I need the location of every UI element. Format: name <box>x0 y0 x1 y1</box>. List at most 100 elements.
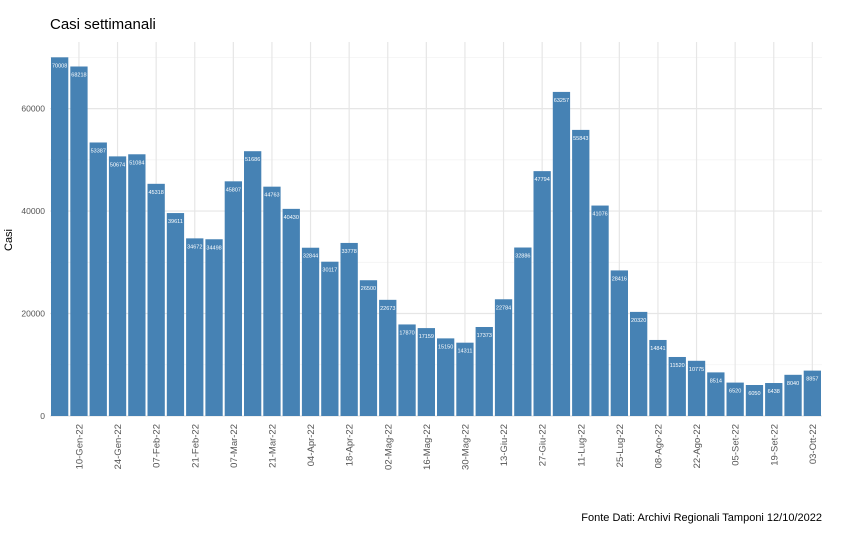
bar <box>263 186 281 416</box>
bar-data-label: 26500 <box>361 286 376 292</box>
bar-data-label: 32886 <box>515 254 530 260</box>
bar <box>726 382 744 416</box>
bar <box>572 129 590 416</box>
bar-data-label: 53387 <box>91 148 106 154</box>
y-axis-label: Casi <box>3 229 15 251</box>
bar <box>186 238 204 416</box>
x-tick-label: 19-Set-22 <box>769 424 780 466</box>
bar <box>630 311 648 416</box>
bar-data-label: 8040 <box>787 381 799 387</box>
x-tick-label: 07-Mar-22 <box>229 424 240 468</box>
x-tick-label: 10-Gen-22 <box>74 424 85 469</box>
bar-data-label: 10775 <box>689 367 704 373</box>
x-tick-label: 13-Giu-22 <box>499 424 510 466</box>
y-axis-ticks: 0 20000 40000 60000 <box>21 104 45 421</box>
bar <box>70 66 88 416</box>
bar <box>359 280 378 416</box>
bar-data-label: 47794 <box>535 177 550 183</box>
bar <box>514 247 532 416</box>
bar-data-label: 45318 <box>149 190 164 196</box>
bar <box>610 270 628 416</box>
bar-data-label: 39611 <box>168 219 183 225</box>
bar-data-label: 17870 <box>399 330 414 336</box>
bar-data-label: 28416 <box>612 276 627 282</box>
bar <box>128 154 146 416</box>
bar <box>301 247 320 416</box>
bar-data-label: 14841 <box>650 346 665 352</box>
bar-data-label: 32844 <box>303 254 318 260</box>
bar-data-label: 70008 <box>52 63 67 69</box>
bar-data-label: 22673 <box>380 306 395 312</box>
bar-data-label: 44763 <box>264 193 279 199</box>
bar <box>552 91 571 416</box>
x-tick-label: 30-Mag-22 <box>460 424 471 470</box>
bars: 70008 68218 53387 50674 51084 45318 39611 34672… <box>51 57 821 417</box>
bar <box>745 385 764 416</box>
bar <box>707 372 725 416</box>
bar-data-label: 41076 <box>592 212 607 218</box>
x-tick-label: 11-Lug-22 <box>576 424 587 467</box>
x-tick-label: 21-Feb-22 <box>190 424 201 468</box>
bar-data-label: 63257 <box>554 98 569 104</box>
bar <box>51 57 69 416</box>
x-tick-label: 22-Ago-22 <box>692 424 703 468</box>
x-tick-label: 27-Giu-22 <box>538 424 549 466</box>
bar <box>147 183 165 416</box>
bar <box>649 339 667 416</box>
bar-data-label: 8514 <box>710 378 722 384</box>
bar-data-label: 55843 <box>573 136 588 142</box>
bar <box>166 213 185 416</box>
bar <box>108 156 127 417</box>
chart-caption: Fonte Dati: Archivi Regionali Tamponi 12… <box>581 512 822 524</box>
bar-data-label: 6438 <box>768 389 780 395</box>
bar <box>784 374 802 416</box>
bar <box>244 151 262 416</box>
bar-data-label: 22784 <box>496 305 511 311</box>
bar <box>803 370 821 416</box>
bar-data-label: 45807 <box>226 187 241 193</box>
bar-data-label: 6050 <box>748 391 760 397</box>
bar <box>205 239 223 416</box>
bar <box>687 360 706 416</box>
bar <box>591 205 609 416</box>
y-tick-label: 60000 <box>21 104 45 114</box>
x-tick-label: 05-Set-22 <box>731 424 742 466</box>
bar <box>398 324 416 416</box>
y-tick-label: 0 <box>40 411 45 421</box>
x-tick-label: 02-Mag-22 <box>383 424 394 470</box>
bar-data-label: 33778 <box>342 249 357 255</box>
x-tick-label: 07-Feb-22 <box>152 424 163 468</box>
bar-data-label: 51084 <box>129 160 144 166</box>
bar-data-label: 8857 <box>806 377 818 383</box>
bar <box>417 328 435 416</box>
y-tick-label: 20000 <box>21 309 45 319</box>
bar <box>668 356 686 416</box>
bar <box>321 261 339 416</box>
bar-data-label: 17373 <box>477 333 492 339</box>
y-tick-label: 40000 <box>21 206 45 216</box>
bar-data-label: 17159 <box>419 334 434 340</box>
bar-data-label: 15150 <box>438 344 453 350</box>
x-tick-label: 18-Apr-22 <box>345 424 356 466</box>
bar-data-label: 34498 <box>206 245 221 251</box>
bar <box>340 242 358 416</box>
bar <box>379 299 397 416</box>
bar-data-label: 68218 <box>71 72 86 78</box>
bar-data-label: 34672 <box>187 244 202 250</box>
x-tick-label: 24-Gen-22 <box>113 424 124 469</box>
bar-data-label: 6520 <box>729 389 741 395</box>
bar <box>456 342 474 416</box>
bar <box>494 299 513 416</box>
x-axis-ticks: 10-Gen-22 24-Gen-22 07-Feb-22 21-Feb-22 07-M… <box>74 424 818 470</box>
chart-title: Casi settimanali <box>50 16 156 33</box>
bar <box>765 383 783 416</box>
bar-data-label: 51686 <box>245 157 260 163</box>
bar <box>282 208 300 416</box>
bar <box>533 171 551 416</box>
bar-data-label: 20320 <box>631 318 646 324</box>
bar-data-label: 30117 <box>322 268 337 274</box>
bar-data-label: 14311 <box>458 349 473 355</box>
x-tick-label: 21-Mar-22 <box>267 424 278 468</box>
bar <box>89 142 107 417</box>
